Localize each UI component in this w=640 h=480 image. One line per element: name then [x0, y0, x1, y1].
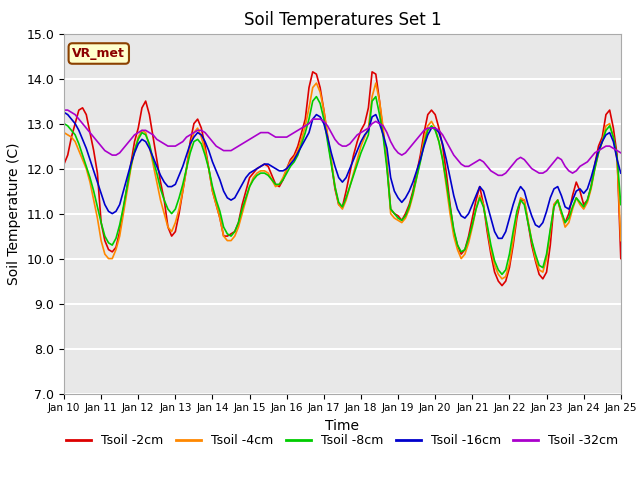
Tsoil -32cm [609, 145, 617, 151]
Tsoil -32cm [331, 136, 339, 142]
Tsoil -4cm [617, 238, 625, 243]
Tsoil -8cm [417, 159, 424, 165]
Tsoil -16cm [617, 170, 625, 176]
Tsoil -16cm [60, 109, 68, 115]
Tsoil -16cm [609, 139, 617, 144]
Tsoil -8cm [613, 155, 621, 160]
Tsoil -2cm [417, 152, 424, 158]
Tsoil -4cm [613, 156, 621, 162]
Tsoil -2cm [309, 69, 317, 75]
Tsoil -8cm [257, 170, 264, 176]
Tsoil -4cm [417, 156, 424, 162]
Tsoil -2cm [454, 242, 461, 248]
Tsoil -8cm [617, 202, 625, 207]
Title: Soil Temperatures Set 1: Soil Temperatures Set 1 [244, 11, 441, 29]
Tsoil -2cm [613, 152, 621, 158]
Tsoil -32cm [257, 130, 264, 135]
Tsoil -16cm [398, 200, 406, 205]
Y-axis label: Soil Temperature (C): Soil Temperature (C) [7, 143, 21, 285]
Tsoil -16cm [413, 168, 420, 174]
Tsoil -32cm [398, 152, 406, 158]
Tsoil -8cm [312, 94, 320, 99]
Tsoil -32cm [450, 152, 458, 158]
Tsoil -16cm [331, 164, 339, 169]
Tsoil -4cm [498, 276, 506, 282]
Tsoil -2cm [617, 256, 625, 262]
Line: Tsoil -4cm: Tsoil -4cm [64, 83, 621, 279]
Tsoil -4cm [454, 247, 461, 252]
Tsoil -2cm [402, 211, 410, 216]
Legend: Tsoil -2cm, Tsoil -4cm, Tsoil -8cm, Tsoil -16cm, Tsoil -32cm: Tsoil -2cm, Tsoil -4cm, Tsoil -8cm, Tsoi… [61, 429, 623, 452]
Tsoil -4cm [312, 80, 320, 86]
Tsoil -4cm [335, 202, 342, 207]
Tsoil -8cm [454, 242, 461, 248]
Line: Tsoil -16cm: Tsoil -16cm [64, 112, 621, 239]
Tsoil -2cm [335, 202, 342, 207]
Line: Tsoil -8cm: Tsoil -8cm [64, 96, 621, 275]
Tsoil -2cm [60, 161, 68, 167]
Tsoil -16cm [495, 236, 502, 241]
Tsoil -2cm [498, 283, 506, 288]
X-axis label: Time: Time [325, 419, 360, 433]
Line: Tsoil -2cm: Tsoil -2cm [64, 72, 621, 286]
Tsoil -32cm [413, 136, 420, 142]
Tsoil -16cm [257, 164, 264, 169]
Tsoil -8cm [402, 213, 410, 219]
Tsoil -4cm [257, 168, 264, 174]
Tsoil -32cm [60, 107, 68, 113]
Tsoil -8cm [498, 272, 506, 277]
Tsoil -32cm [495, 172, 502, 178]
Tsoil -16cm [450, 192, 458, 199]
Tsoil -2cm [257, 164, 264, 169]
Line: Tsoil -32cm: Tsoil -32cm [64, 110, 621, 175]
Tsoil -4cm [402, 215, 410, 221]
Tsoil -32cm [617, 150, 625, 156]
Text: VR_met: VR_met [72, 47, 125, 60]
Tsoil -8cm [60, 120, 68, 126]
Tsoil -4cm [60, 130, 68, 135]
Tsoil -8cm [335, 200, 342, 205]
